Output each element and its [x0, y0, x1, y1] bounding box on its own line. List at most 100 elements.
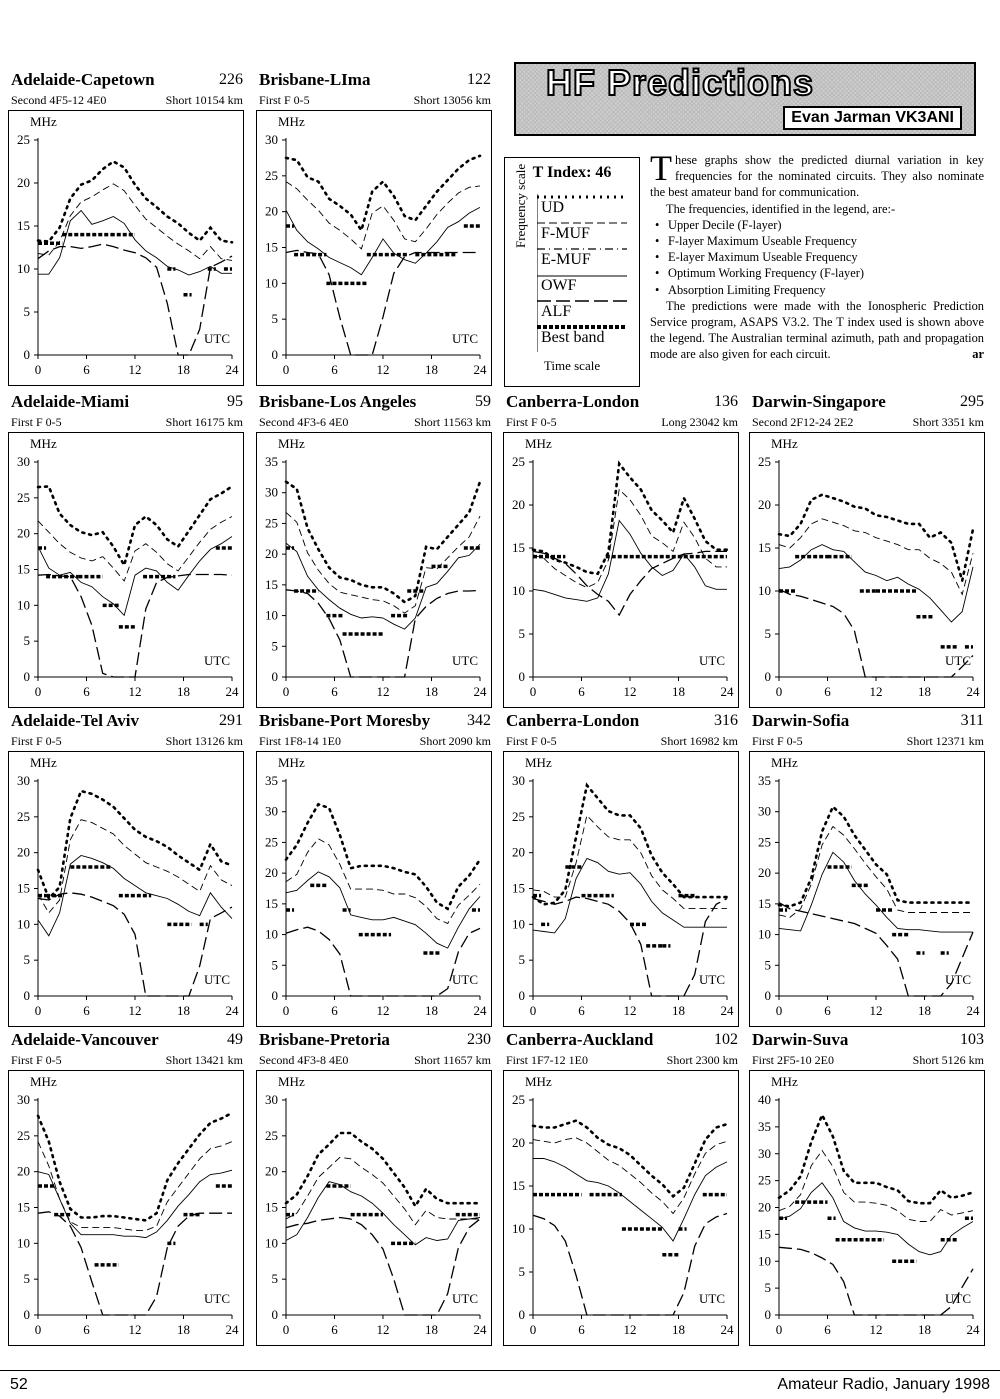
y-tick-label: 0	[272, 988, 279, 1003]
x-tick-label: 6	[83, 1322, 90, 1337]
series-ud-line	[531, 782, 729, 906]
y-tick-label: 10	[512, 583, 525, 598]
series-fmuf-line	[285, 838, 481, 925]
x-tick-label: 0	[35, 1322, 42, 1337]
y-tick-label: 15	[512, 881, 525, 896]
y-tick-label: 5	[765, 626, 772, 641]
series-ud-line	[777, 493, 975, 582]
y-tick-label: 25	[265, 1128, 278, 1143]
chart-panel: Brisbane-Los Angeles 59 Second 4F3-6 4E0 Sh…	[256, 392, 494, 760]
page-number: 52	[10, 1376, 28, 1393]
azimuth-value: 95	[227, 393, 243, 410]
x-tick-label: 0	[776, 1003, 783, 1018]
x-tick-label: 0	[283, 362, 290, 377]
series-alf-line	[532, 550, 727, 617]
time-scale-label: Time scale	[543, 358, 601, 373]
chart-header: Darwin-Suva 103 First 2F5-10 2E0 Short 5126…	[752, 1030, 984, 1070]
chart-plot: MHz 0 5 10 15 20 25 0 6 12 18 24 UTC	[8, 110, 244, 386]
author-byline: Evan Jarman VK3ANI	[783, 106, 962, 130]
y-tick-label: 5	[765, 957, 772, 972]
x-tick-label: 18	[177, 1322, 190, 1337]
y-tick-label: 10	[512, 1221, 525, 1236]
y-tick-label: 20	[17, 175, 30, 190]
y-tick-label: 25	[265, 834, 278, 849]
chart-title: Canberra-London	[506, 392, 640, 411]
path-distance: Short 16982 km	[660, 734, 738, 748]
series-ud-line	[777, 804, 975, 908]
series-ud-line	[36, 159, 234, 244]
chart-panel: Darwin-Sofia 311 First F 0-5 Short 12371 km…	[749, 711, 987, 1079]
legend-item-ud: UD	[541, 199, 565, 216]
x-tick-label: 24	[967, 1322, 981, 1337]
y-axis-label: MHz	[278, 114, 305, 129]
series-owf-line	[778, 851, 973, 933]
y-tick-label: 25	[758, 1173, 771, 1188]
legend-item-owf: OWF	[541, 277, 577, 294]
x-tick-label: 0	[530, 1322, 537, 1337]
chart-header: Brisbane-Pretoria 230 Second 4F3-8 4E0 Shor…	[259, 1030, 491, 1070]
path-distance: Short 13421 km	[165, 1053, 243, 1067]
x-tick-label: 18	[177, 1003, 190, 1018]
y-axis-label: MHz	[278, 755, 305, 770]
propagation-mode: First F 0-5	[506, 734, 557, 748]
y-tick-label: 30	[265, 804, 278, 819]
azimuth-value: 122	[467, 71, 491, 88]
y-tick-label: 30	[758, 804, 771, 819]
x-tick-label: 18	[177, 684, 190, 699]
series-owf-line	[533, 1158, 728, 1242]
azimuth-value: 291	[219, 712, 243, 729]
x-axis-label: UTC	[699, 653, 725, 668]
series-ud-line	[36, 485, 234, 569]
chart-plot: MHz 0 5 10 15 20 25 30 0 6 12 18 24 UTC	[8, 432, 244, 708]
path-distance: Short 2300 km	[666, 1053, 738, 1067]
chart-plot: MHz 0 5 10 15 20 25 30 0 6 12 18 24 UTC	[8, 751, 244, 1027]
chart-title: Adelaide-Vancouver	[11, 1030, 159, 1049]
y-tick-label: 0	[519, 1307, 526, 1322]
chart-title: Brisbane-Port Moresby	[259, 711, 431, 730]
x-tick-label: 0	[35, 1003, 42, 1018]
x-tick-label: 24	[474, 1322, 488, 1337]
path-distance: Short 10154 km	[165, 93, 243, 107]
series-owf-line	[532, 519, 727, 602]
path-distance: Long 23042 km	[661, 415, 738, 429]
y-tick-label: 15	[265, 240, 278, 255]
y-tick-label: 40	[758, 1092, 771, 1107]
chart-header: Brisbane-LIma 122 First F 0-5 Short 13056 k…	[259, 70, 491, 110]
y-tick-label: 10	[758, 583, 771, 598]
x-axis-label: UTC	[204, 653, 230, 668]
path-distance: Short 11657 km	[414, 1053, 491, 1067]
chart-header: Canberra-London 136 First F 0-5 Long 23042 …	[506, 392, 738, 432]
y-tick-label: 0	[24, 988, 31, 1003]
y-tick-label: 5	[519, 1264, 526, 1279]
chart-title: Canberra-London	[506, 711, 640, 730]
y-tick-label: 15	[758, 896, 771, 911]
x-tick-label: 24	[721, 1003, 735, 1018]
series-alf-line	[532, 1212, 728, 1316]
x-axis-label: UTC	[945, 653, 971, 668]
y-axis-label: MHz	[278, 1074, 305, 1089]
signature: ar	[972, 347, 984, 362]
azimuth-value: 230	[467, 1031, 491, 1048]
legend-lines	[537, 194, 627, 352]
series-alf-line	[37, 573, 233, 678]
y-axis-label: MHz	[771, 1074, 798, 1089]
journal-title: Amateur Radio, January 1998	[777, 1376, 990, 1393]
x-tick-label: 18	[918, 1003, 931, 1018]
x-tick-label: 12	[129, 362, 142, 377]
chart-plot: MHz 0 5 10 15 20 25 30 35 0 6 12 18 24 UTC	[749, 751, 985, 1027]
path-distance: Short 16175 km	[165, 415, 243, 429]
x-tick-label: 18	[672, 684, 685, 699]
list-item: Absorption Limiting Frequency	[655, 282, 984, 298]
y-tick-label: 5	[519, 626, 526, 641]
y-tick-label: 25	[265, 168, 278, 183]
y-tick-label: 0	[519, 988, 526, 1003]
chart-header: Adelaide-Capetown 226 Second 4F5-12 4E0 Sho…	[11, 70, 243, 110]
y-tick-label: 20	[17, 526, 30, 541]
chart-panel: Darwin-Singapore 295 Second 2F12-24 2E2 Sho…	[749, 392, 987, 760]
x-axis-label: UTC	[452, 331, 478, 346]
y-tick-label: 0	[272, 669, 279, 684]
t-index-label: T Index: 46	[532, 164, 612, 181]
series-alf-line	[285, 589, 481, 678]
y-tick-label: 0	[765, 1307, 772, 1322]
y-tick-label: 15	[17, 218, 30, 233]
